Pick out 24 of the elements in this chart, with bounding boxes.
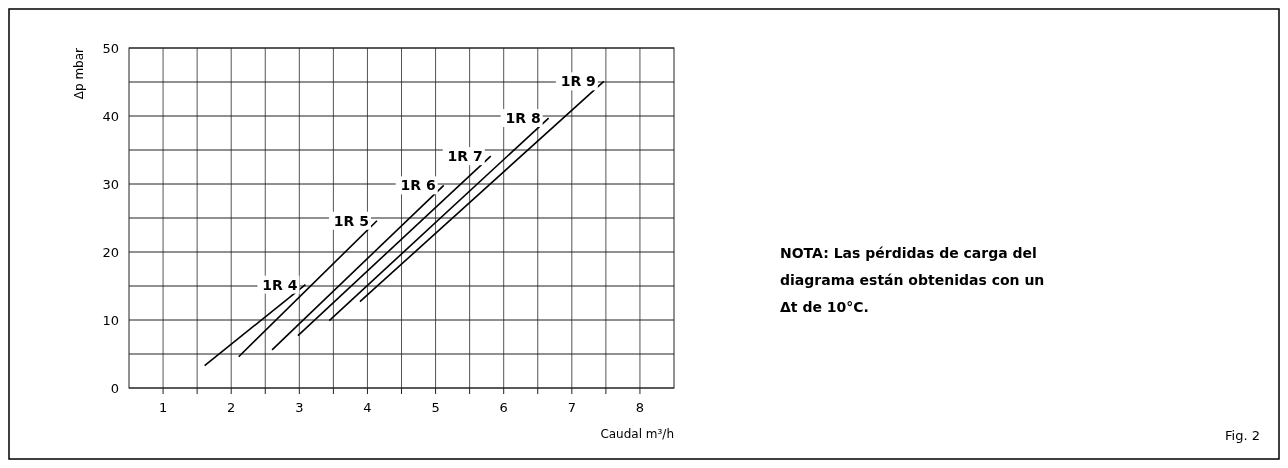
series-label: 1R 8 [505,110,541,127]
y-tick-label: 40 [102,109,119,124]
x-axis-title: Caudal m³/h [600,427,674,441]
series-label: 1R 6 [400,177,436,194]
series-label: 1R 4 [262,276,298,293]
y-tick-label: 30 [102,177,119,192]
x-tick-label: 1 [158,400,168,415]
series-label: 1R 5 [333,212,369,229]
x-tick-label: 5 [431,400,440,415]
x-tick-label: 2 [227,400,236,415]
text: NOTA: Las pérdidas de carga del diagrama están obtenidas con un Δt de 10°C. [780,245,1045,315]
x-tick-label: 7 [567,400,576,415]
x-tick-label: 8 [635,400,645,415]
y-tick-label: 0 [110,381,119,396]
series-label: 1R 7 [447,148,483,165]
x-tick-label: 4 [363,400,372,415]
y-axis-title: Δp mbar [72,47,86,100]
caption: Fig. 2 [1225,428,1260,443]
y-tick-label: 10 [102,313,119,328]
x-tick-label: 6 [499,400,508,415]
y-tick-label: 50 [102,41,119,56]
y-tick-label: 20 [102,245,119,260]
series-label: 1R 9 [560,73,596,90]
x-tick-label: 3 [295,400,304,415]
